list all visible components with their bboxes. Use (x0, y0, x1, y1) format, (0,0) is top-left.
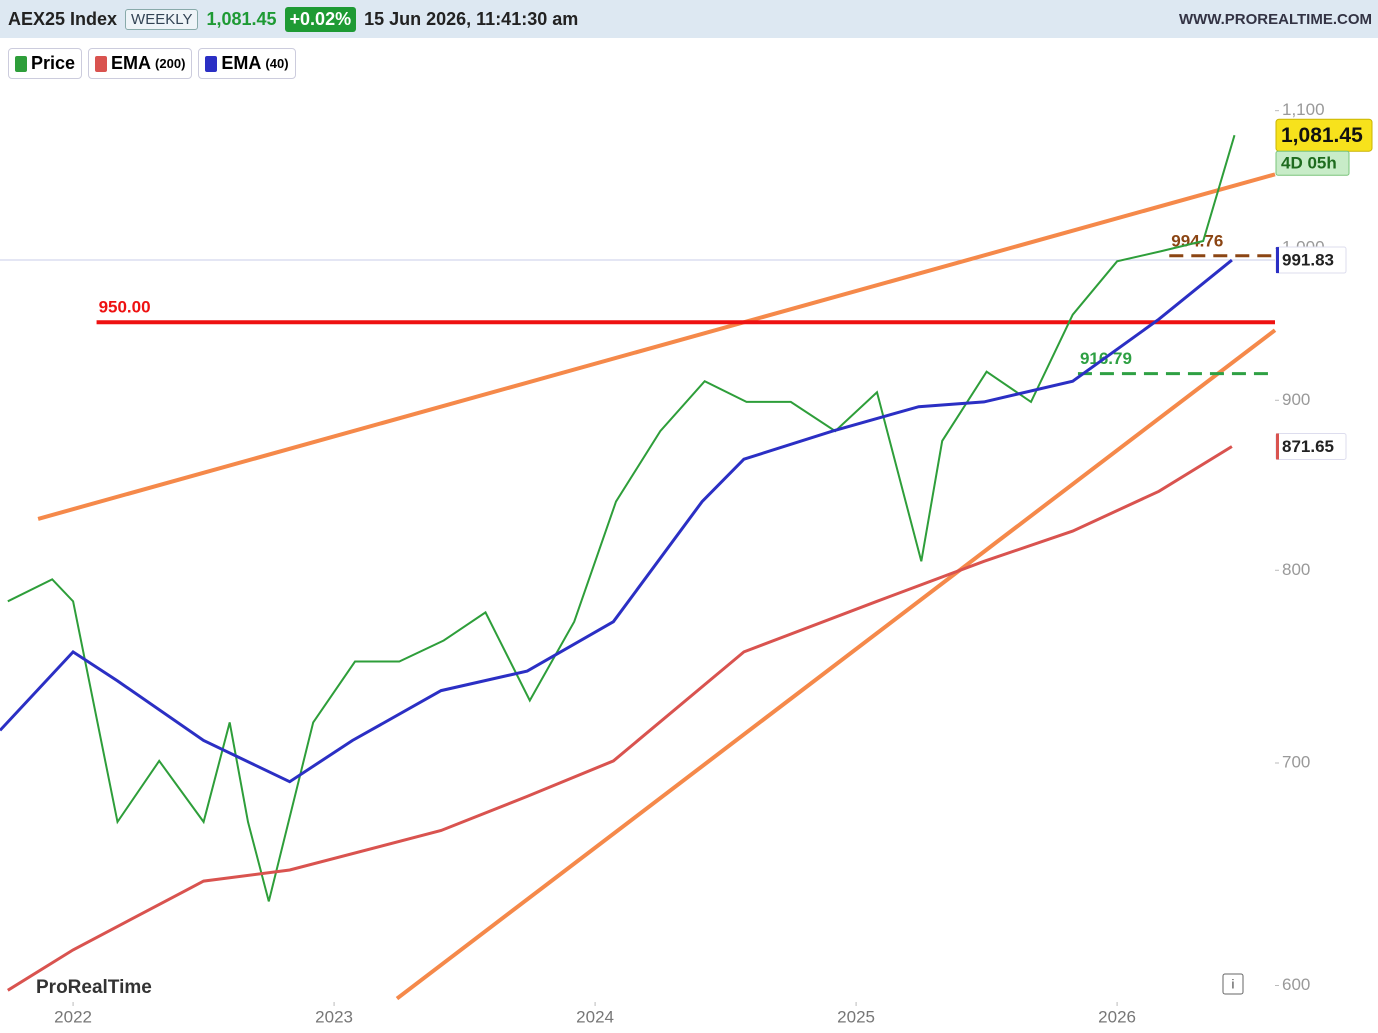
symbol: AEX25 Index (8, 8, 118, 29)
x-tick-label: 2025 (837, 1007, 875, 1026)
x-tick-label: 2026 (1098, 1007, 1136, 1026)
trendline (395, 328, 1277, 1001)
last-price: 1,081.45 (206, 8, 277, 29)
last-price-tag: 1,081.45 (1281, 124, 1363, 147)
site: WWW.PROREALTIME.COM (1178, 10, 1372, 28)
legend-label: EMA (111, 53, 152, 73)
ema-tag-bar (1276, 433, 1279, 460)
price-line (7, 134, 1236, 902)
info-icon: i (1232, 976, 1235, 991)
x-tick-label: 2023 (315, 1007, 353, 1026)
y-tick-label: 700 (1282, 752, 1310, 771)
watermark: ProRealTime (36, 977, 152, 998)
ema-tag: 871.65 (1282, 437, 1334, 456)
legend: Price EMA (200) EMA (40) (8, 48, 296, 79)
legend-swatch (205, 55, 218, 72)
legend-period: (200) (155, 56, 186, 71)
trendline (37, 172, 1276, 521)
countdown: 4D 05h (1281, 154, 1337, 173)
x-tick-label: 2022 (54, 1007, 92, 1026)
legend-item[interactable]: EMA (40) (198, 48, 296, 79)
x-tick-label: 2024 (576, 1007, 614, 1026)
countdown-box (1275, 150, 1350, 176)
ema-tag-bar (1276, 247, 1279, 274)
y-tick-label: 900 (1282, 390, 1310, 409)
y-tick-label: 800 (1282, 560, 1310, 579)
ema-tag: 991.83 (1282, 251, 1334, 270)
ema-line (0, 258, 1233, 784)
legend-swatch (15, 55, 27, 72)
chart: 6007008009001,0001,100202220232024202520… (0, 100, 1373, 1026)
legend-label: Price (31, 53, 76, 73)
legend-swatch (95, 55, 108, 72)
legend-period: (40) (265, 56, 289, 71)
y-tick-label: 600 (1282, 975, 1310, 994)
period[interactable]: WEEKLY (125, 8, 199, 30)
timestamp: 15 Jun 2026, 11:41:30 am (364, 8, 579, 29)
level-label: 950.00 (99, 298, 151, 317)
change: +0.02% (284, 6, 357, 32)
legend-item[interactable]: Price (8, 48, 83, 79)
info-box (1222, 973, 1244, 995)
y-tick-label: 1,100 (1282, 100, 1325, 119)
ema-line (7, 445, 1233, 992)
header: AEX25 Index WEEKLY 1,081.45 +0.02% 15 Ju… (0, 0, 1378, 38)
legend-label: EMA (221, 53, 262, 73)
legend-item[interactable]: EMA (200) (88, 48, 193, 79)
